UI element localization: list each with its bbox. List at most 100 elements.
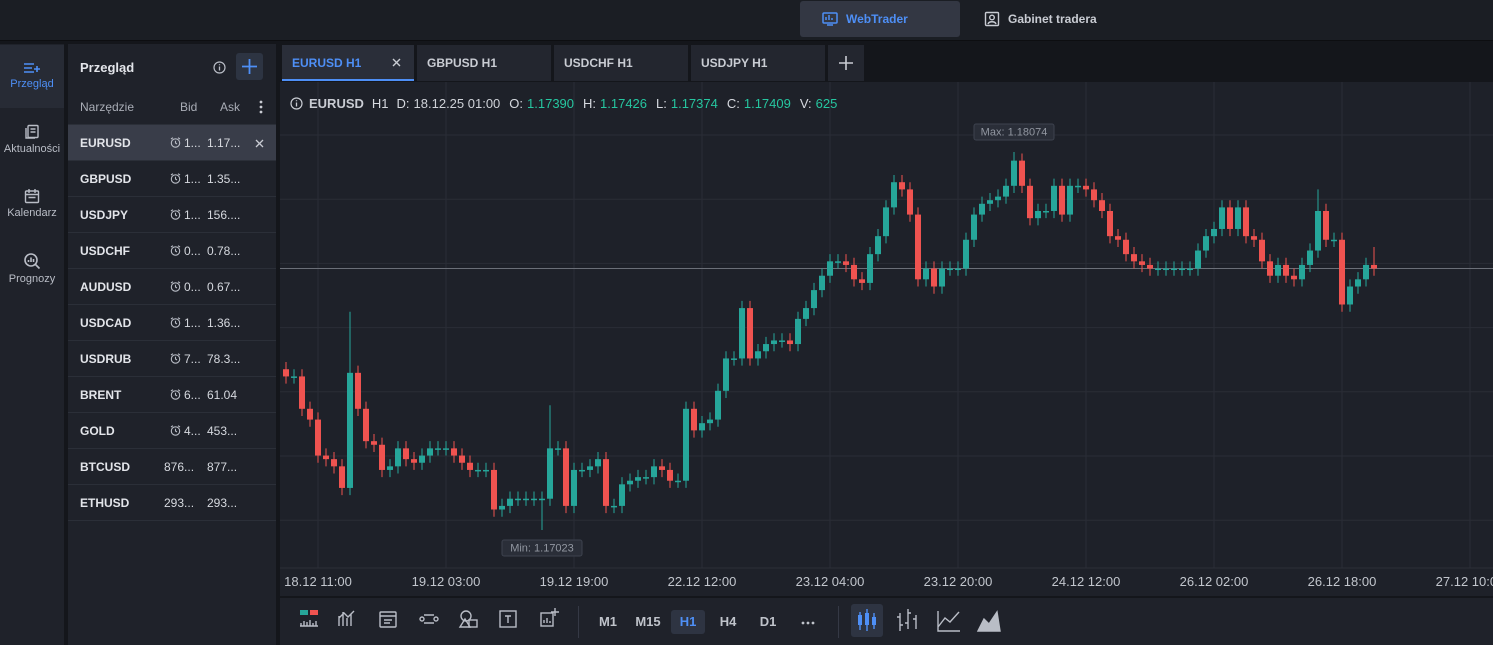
candle-body: [371, 441, 377, 445]
tool-icon[interactable]: [419, 614, 439, 624]
tool-icon[interactable]: [379, 611, 397, 628]
alarm-icon: [170, 281, 181, 292]
alarm-icon: [170, 317, 181, 328]
label: WebTrader: [846, 12, 908, 26]
x-tick-label: 19.12 19:00: [540, 574, 609, 589]
candle-body: [755, 351, 761, 359]
more-button[interactable]: [791, 610, 825, 634]
tool-icon[interactable]: [338, 610, 355, 626]
nav-item[interactable]: Prognozy: [0, 252, 64, 285]
info-value: 625: [815, 96, 838, 111]
info-icon[interactable]: [213, 61, 226, 74]
gabinet-button[interactable]: Gabinet tradera: [962, 1, 1119, 37]
ask: 877...: [207, 460, 238, 474]
candle-body: [323, 455, 329, 460]
nav-item[interactable]: Przegląd: [0, 45, 64, 108]
info-value: 1.17409: [743, 96, 791, 111]
nav-label: Przegląd: [10, 78, 54, 90]
tab[interactable]: EURUSD H1: [282, 45, 414, 81]
watchlist-row[interactable]: EURUSD 1... 1.17...: [68, 125, 276, 161]
menu-icon[interactable]: [259, 100, 263, 114]
tab-label: GBPUSD H1: [427, 56, 498, 70]
candle-body: [843, 261, 849, 265]
watchlist-row[interactable]: USDJPY 1... 156....: [68, 197, 276, 233]
add-button[interactable]: [236, 53, 263, 80]
watchlist-row[interactable]: GOLD 4... 453...: [68, 413, 276, 449]
bid: 1...: [184, 172, 201, 186]
candle-body: [963, 239, 969, 269]
icon: [24, 189, 40, 204]
chart-type-button[interactable]: [897, 609, 917, 631]
x-tick-label: 23.12 04:00: [796, 574, 865, 589]
icon: [839, 56, 853, 70]
candle-body: [1363, 264, 1369, 280]
candle-body: [779, 340, 785, 342]
candle-body: [619, 484, 625, 506]
chart-type-button[interactable]: [976, 610, 1001, 632]
candle-body: [467, 462, 473, 470]
tool-icon[interactable]: [540, 608, 559, 627]
annotation-label: Min: 1.17023: [510, 543, 574, 555]
webtrader-button[interactable]: WebTrader: [800, 1, 960, 37]
new-tab[interactable]: [828, 45, 864, 81]
tool-icon[interactable]: [458, 610, 478, 628]
candle-body: [859, 279, 865, 283]
watchlist-row[interactable]: BTCUSD 876... 877...: [68, 449, 276, 485]
candle-body: [1155, 268, 1161, 271]
candle-body: [971, 214, 977, 240]
watchlist-row[interactable]: USDCAD 1... 1.36...: [68, 305, 276, 341]
candle-body: [1187, 268, 1193, 271]
candle-body: [1227, 207, 1233, 229]
timeframe-button[interactable]: H4: [719, 614, 737, 629]
tab[interactable]: USDJPY H1: [691, 45, 825, 81]
candle-body: [739, 308, 745, 359]
watchlist-row[interactable]: USDRUB 7... 78.3...: [68, 341, 276, 377]
timeframe-button[interactable]: M1: [598, 614, 618, 629]
candle-body: [1283, 264, 1289, 276]
candle-body: [1355, 279, 1361, 287]
candle-body: [1091, 189, 1097, 201]
ask: 453...: [207, 424, 238, 438]
alarm-icon: [170, 389, 181, 400]
candle-body: [1251, 236, 1257, 240]
candle-body: [475, 469, 481, 472]
chart-type-button[interactable]: [937, 611, 960, 632]
watchlist-row[interactable]: GBPUSD 1... 1.35...: [68, 161, 276, 197]
nav-label: Prognozy: [8, 273, 56, 285]
tool-icon[interactable]: [300, 610, 318, 627]
remove-icon[interactable]: [255, 139, 264, 148]
x-tick-label: 27.12 10:00: [1436, 574, 1493, 589]
timeframe-button[interactable]: D1: [759, 614, 777, 629]
candle-body: [1347, 286, 1353, 305]
symbol: ETHUSD: [80, 496, 130, 510]
label: Gabinet tradera: [1008, 12, 1097, 26]
close-icon[interactable]: [392, 58, 401, 67]
symbol: GBPUSD: [80, 172, 132, 186]
x-tick-label: 26.12 02:00: [1180, 574, 1249, 589]
watchlist-row[interactable]: ETHUSD 293... 293...: [68, 485, 276, 521]
icon: [25, 124, 39, 139]
ask: 293...: [207, 496, 238, 510]
tab-label: EURUSD H1: [292, 56, 362, 70]
watchlist-row[interactable]: AUDUSD 0... 0.67...: [68, 269, 276, 305]
chart-type-button[interactable]: [851, 604, 883, 637]
info-item: C: 1.17409: [727, 96, 791, 111]
watchlist-row[interactable]: USDCHF 0... 0.78...: [68, 233, 276, 269]
timeframe-button[interactable]: H1: [671, 610, 705, 634]
candle-body: [1371, 264, 1377, 269]
nav-item[interactable]: Aktualności: [0, 124, 64, 155]
tab[interactable]: GBPUSD H1: [417, 45, 551, 81]
tool-icon[interactable]: [499, 610, 517, 628]
tab[interactable]: USDCHF H1: [554, 45, 688, 81]
timeframe-button[interactable]: M15: [635, 614, 661, 629]
ask: 61.04: [207, 388, 238, 402]
info-icon[interactable]: [290, 97, 303, 110]
info-item: L: 1.17374: [656, 96, 718, 111]
candle-body: [339, 466, 345, 488]
ask: 78.3...: [207, 352, 241, 366]
nav-item[interactable]: Kalendarz: [0, 188, 64, 219]
watchlist-row[interactable]: BRENT 6... 61.04: [68, 377, 276, 413]
candle-body: [955, 268, 961, 271]
info-item: H: 1.17426: [583, 96, 647, 111]
candle-body: [763, 344, 769, 352]
